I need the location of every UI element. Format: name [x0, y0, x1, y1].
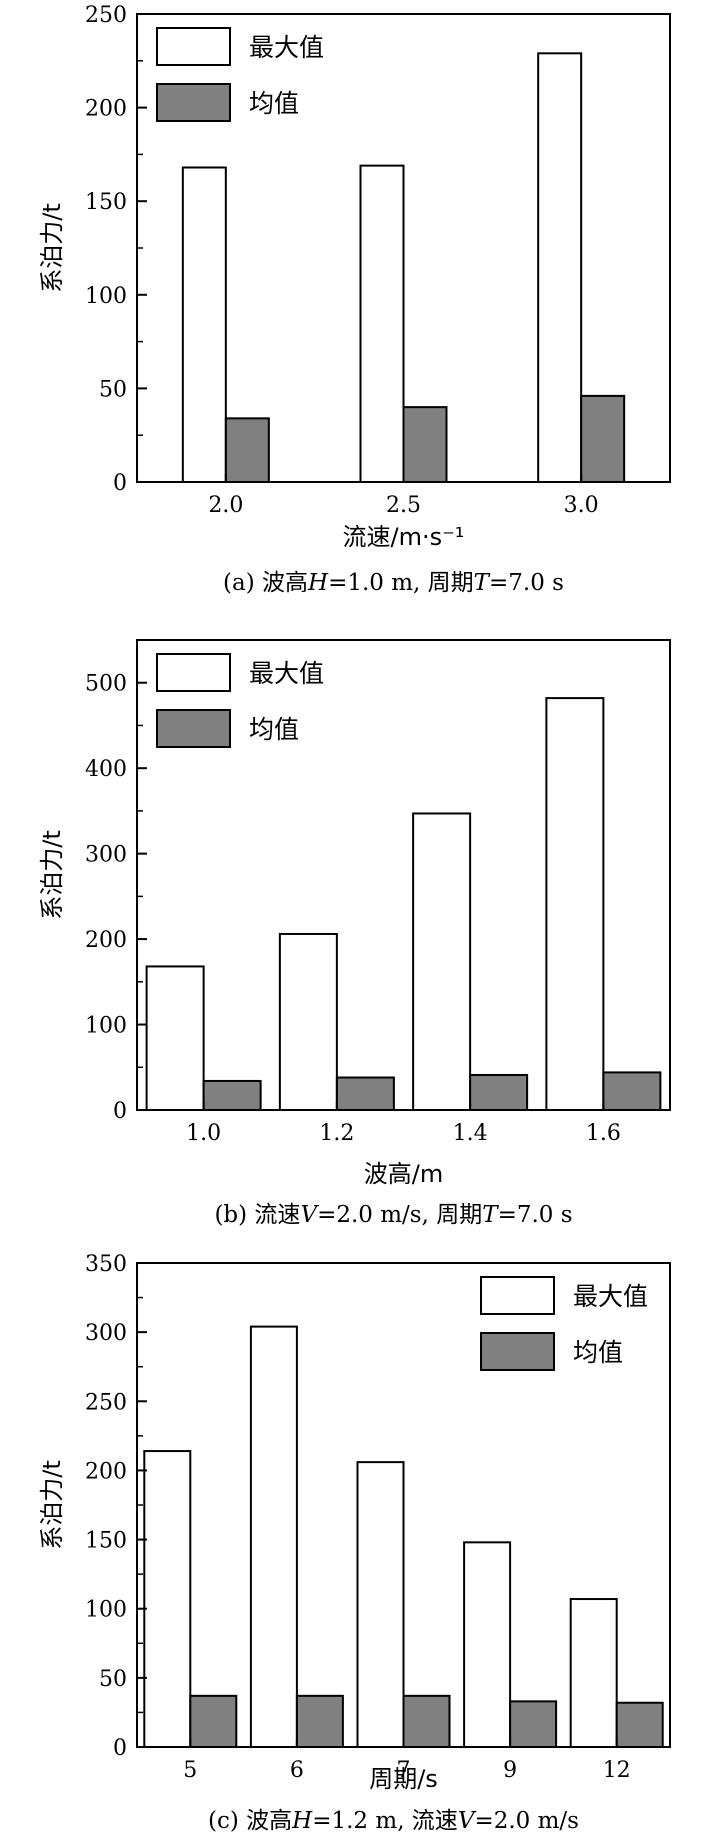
y-tick-label: 350 [85, 1252, 127, 1277]
x-tick-label: 5 [183, 1758, 197, 1783]
bar-mean-5 [189, 1694, 238, 1749]
legend-label-max: 最大值 [249, 33, 324, 62]
legend-swatch-max [156, 653, 231, 692]
x-tick-label: 1.0 [186, 1121, 221, 1146]
y-tick-label: 100 [85, 284, 127, 309]
bar-max-2.5 [359, 164, 405, 484]
bar-max-6 [249, 1325, 298, 1749]
legend-label-mean: 均值 [573, 1338, 623, 1367]
x-tick-label: 1.4 [453, 1121, 488, 1146]
x-axis-label: 波高/m [364, 1160, 443, 1188]
x-tick-label: 9 [503, 1758, 517, 1783]
y-tick-label: 500 [85, 672, 127, 697]
y-tick-label: 0 [113, 471, 127, 496]
x-tick-label: 3.0 [564, 493, 599, 518]
bar-mean-1.0 [202, 1079, 262, 1112]
x-tick-label: 12 [603, 1758, 631, 1783]
legend-swatch-mean [156, 709, 231, 748]
y-tick-label: 100 [85, 1598, 127, 1623]
bar-mean-3.0 [580, 394, 626, 483]
chart-caption: (c) 波高H=1.2 m, 流速V=2.0 m/s [208, 1808, 579, 1834]
bar-mean-1.6 [602, 1071, 662, 1111]
y-tick-label: 150 [85, 1529, 127, 1554]
legend-label-max: 最大值 [573, 1282, 648, 1311]
y-tick-label: 50 [99, 377, 127, 402]
bar-max-9 [463, 1541, 512, 1748]
x-tick-label: 1.2 [319, 1121, 354, 1146]
y-tick-label: 250 [85, 3, 127, 28]
chart-caption: (b) 流速V=2.0 m/s, 周期T=7.0 s [214, 1202, 572, 1228]
y-tick-label: 400 [85, 757, 127, 782]
legend-swatch-mean [156, 83, 231, 122]
legend-swatch-max [156, 27, 231, 66]
x-tick-label: 6 [290, 1758, 304, 1783]
bar-mean-12 [615, 1701, 664, 1748]
bar-mean-6 [295, 1694, 344, 1749]
y-tick-label: 250 [85, 1390, 127, 1415]
bar-mean-1.2 [335, 1076, 395, 1112]
y-tick-label: 300 [85, 1321, 127, 1346]
y-axis-label: 系泊力/t [38, 203, 66, 293]
bar-max-12 [569, 1598, 618, 1748]
y-tick-label: 200 [85, 928, 127, 953]
y-tick-label: 300 [85, 843, 127, 868]
bar-max-1.4 [412, 812, 472, 1112]
bar-max-3.0 [537, 52, 583, 483]
x-axis-label: 流速/m·s⁻¹ [343, 523, 465, 551]
x-tick-label: 2.5 [386, 493, 421, 518]
y-tick-label: 200 [85, 1459, 127, 1484]
legend-label-mean: 均值 [249, 715, 299, 744]
bar-mean-2.0 [224, 417, 270, 483]
y-tick-label: 0 [113, 1736, 127, 1761]
x-axis-label: 周期/s [369, 1765, 438, 1793]
x-tick-label: 1.6 [586, 1121, 621, 1146]
bar-max-1.0 [145, 965, 205, 1111]
y-axis-label: 系泊力/t [38, 1460, 66, 1550]
y-tick-label: 200 [85, 97, 127, 122]
bar-max-2.0 [181, 166, 227, 483]
legend-swatch-max [480, 1276, 555, 1315]
legend-label-mean: 均值 [249, 89, 299, 118]
bar-max-7 [356, 1461, 405, 1748]
legend-swatch-mean [480, 1332, 555, 1371]
bar-max-5 [143, 1450, 192, 1748]
bar-max-1.6 [545, 697, 605, 1111]
chart-caption: (a) 波高H=1.0 m, 周期T=7.0 s [223, 570, 564, 596]
bar-mean-9 [509, 1700, 558, 1749]
legend-label-max: 最大值 [249, 659, 324, 688]
plot-frame [136, 639, 671, 1111]
bar-mean-2.5 [402, 406, 448, 483]
bar-mean-1.4 [469, 1073, 529, 1111]
x-tick-label: 2.0 [208, 493, 243, 518]
y-tick-label: 100 [85, 1014, 127, 1039]
x-tick-label: 7 [397, 1758, 411, 1783]
bar-max-1.2 [278, 932, 338, 1111]
y-axis-label: 系泊力/t [38, 830, 66, 920]
y-tick-label: 0 [113, 1099, 127, 1124]
y-tick-label: 50 [99, 1667, 127, 1692]
bar-mean-7 [402, 1694, 451, 1749]
y-tick-label: 150 [85, 190, 127, 215]
